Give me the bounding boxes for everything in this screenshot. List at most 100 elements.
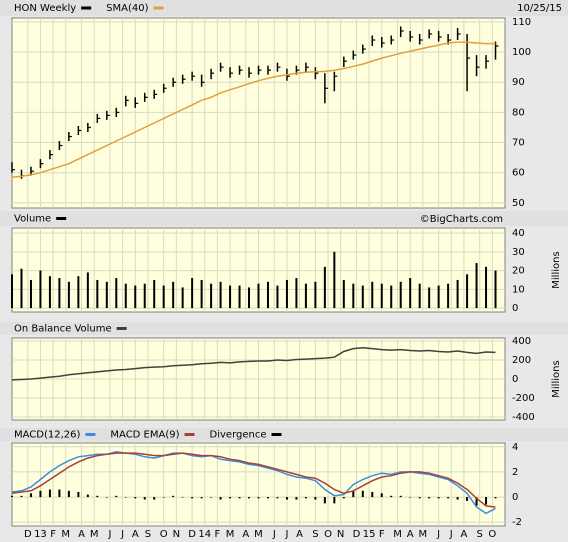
bar [191,497,194,499]
bar [248,497,251,499]
bar [20,495,23,498]
bar [485,266,488,309]
bar [437,285,440,309]
bar [172,281,175,309]
bar [48,276,51,309]
bar [96,279,99,309]
bar [257,497,260,499]
bar [295,278,298,309]
bar [475,263,478,309]
bar [295,497,298,500]
bar [238,497,241,499]
bar [124,283,127,309]
legend-label: MACD EMA(9) [110,430,179,441]
bar [105,281,108,309]
bar [162,285,165,309]
x-tick-label: S [477,529,483,540]
x-tick-label: N [173,529,180,540]
bar [153,279,156,309]
x-tick-label: D [24,529,32,540]
bar [200,279,203,309]
x-tick-label: 15 [363,529,376,540]
x-tick-label: 13 [34,529,47,540]
y-tick-label: 50 [512,198,525,209]
bar [124,497,127,498]
bar [428,287,431,309]
bar [399,281,402,309]
x-tick-label: O [324,529,332,540]
bar [380,283,383,309]
bar [437,497,440,499]
bar [181,287,184,309]
bar [219,281,222,309]
series-line [11,452,496,508]
bar [105,497,108,498]
x-tick-label: J [107,529,111,540]
bar [77,276,80,309]
series-line [11,41,496,178]
y-tick-label: 30 [512,247,525,258]
y-tick-label: 20 [512,266,525,277]
x-tick-label: M [226,529,235,540]
bar [276,285,279,309]
bar [143,283,146,309]
bar [96,495,99,498]
bar [11,274,13,309]
bar [390,285,393,309]
bar [390,495,393,498]
bar [323,266,326,309]
bar [456,279,459,309]
x-tick-label: J [436,529,440,540]
x-tick-label: S [145,529,151,540]
bar [58,489,61,498]
bar [266,497,269,499]
bar [371,281,374,309]
bar [380,493,383,498]
bar [371,492,374,498]
bar [86,494,89,498]
bar [134,285,137,309]
legend-label: MACD(12,26) [14,430,81,441]
bar [248,287,251,309]
bar [115,278,118,309]
y-tick-label: 40 [512,228,525,239]
legend-label: Volume [14,214,51,225]
bar [333,251,336,309]
x-tick-label: J [272,529,276,540]
x-tick-label: M [90,529,99,540]
x-tick-label: A [407,529,414,540]
x-tick-label: D [353,529,361,540]
bar [323,497,326,504]
bar [361,490,364,498]
y-tick-label: 4 [512,442,518,453]
y-tick-label: 60 [512,168,525,179]
unit-label: Millions [551,360,562,397]
y-tick-label: 70 [512,138,525,149]
bar [29,493,32,498]
bar [58,278,61,309]
bar [86,272,89,309]
bar [229,285,232,309]
bar [11,495,13,498]
bar [39,490,42,498]
bar [466,497,469,501]
bar [314,281,317,309]
x-tick-label: S [312,529,318,540]
bar [20,268,23,309]
bar [304,283,307,309]
bar [238,285,241,309]
bar [494,497,497,499]
x-tick-label: N [337,529,344,540]
x-tick-label: F [379,529,385,540]
y-tick-label: 0 [512,492,518,503]
date: 10/25/15 [517,3,562,14]
bar [466,274,469,309]
bar [333,497,336,504]
bar [342,279,345,309]
bar [219,497,222,500]
x-tick-label: D [188,529,196,540]
bar [409,497,412,498]
bar [304,497,307,499]
bar [48,489,51,498]
